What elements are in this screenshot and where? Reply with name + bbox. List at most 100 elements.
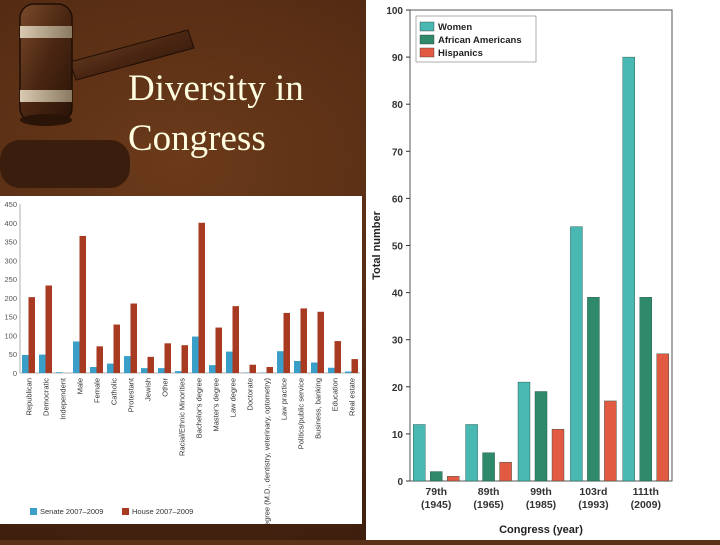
legend-label: Senate 2007–2009	[40, 507, 103, 516]
bar-senate	[158, 368, 165, 373]
x-tick-label: Independent	[59, 377, 68, 420]
x-tick-label: (1965)	[473, 499, 503, 511]
legend-swatch	[122, 508, 129, 515]
bar-senate	[22, 355, 29, 373]
bar-senate	[209, 365, 216, 373]
bar-senate	[124, 356, 131, 373]
x-tick-label: Law degree	[229, 378, 238, 417]
bar-senate	[56, 372, 63, 373]
bar-house	[301, 308, 308, 373]
bar-african-americans	[587, 297, 599, 481]
bar-house	[80, 236, 87, 373]
bar-house	[250, 365, 257, 373]
x-tick-label: 103rd	[579, 486, 607, 498]
x-tick-label: (1945)	[421, 499, 451, 511]
bar-women	[623, 57, 635, 481]
bar-hispanics	[500, 462, 512, 481]
bar-senate	[311, 362, 318, 373]
legend-label: Women	[438, 22, 472, 33]
x-tick-label: Business, banking	[314, 378, 323, 439]
bar-hispanics	[604, 401, 616, 481]
bar-house	[284, 313, 291, 373]
x-tick-label: Doctorate	[246, 378, 255, 411]
bar-house	[46, 285, 53, 373]
x-tick-label: 79th	[425, 486, 447, 498]
x-tick-label: Master's degree	[212, 378, 221, 432]
y-tick-label: 10	[392, 430, 404, 441]
x-axis-title: Congress (year)	[499, 524, 583, 536]
x-tick-label: Bachelor's degree	[195, 378, 204, 438]
x-tick-label: Democratic	[42, 378, 51, 416]
bar-women	[413, 424, 425, 481]
x-tick-label: Republican	[25, 378, 34, 416]
y-tick-label: 350	[4, 238, 17, 247]
x-tick-label: Catholic	[110, 378, 119, 405]
bar-senate	[328, 368, 335, 373]
bar-senate	[107, 364, 114, 373]
y-tick-label: 80	[392, 100, 404, 111]
slide-title: Diversity in Congress	[128, 64, 368, 164]
bar-house	[148, 357, 155, 373]
y-axis-title: Total number	[371, 210, 383, 280]
bar-senate	[277, 351, 284, 373]
bar-house	[29, 297, 36, 373]
x-tick-label: Real estate	[348, 378, 357, 416]
x-tick-label: Racial/Ethnic Minorities	[178, 378, 187, 456]
y-tick-label: 50	[392, 242, 404, 253]
y-tick-label: 150	[4, 313, 17, 322]
x-tick-label: Female	[93, 378, 102, 403]
bar-house	[131, 304, 138, 373]
y-tick-label: 0	[13, 369, 17, 378]
bar-house	[335, 341, 342, 373]
bar-house	[182, 345, 189, 373]
y-tick-label: 40	[392, 289, 404, 300]
bar-hispanics	[657, 354, 669, 481]
y-tick-label: 50	[9, 350, 17, 359]
y-tick-label: 250	[4, 275, 17, 284]
legend-swatch	[30, 508, 37, 515]
bar-senate	[192, 337, 199, 373]
y-tick-label: 30	[392, 336, 404, 347]
y-tick-label: 60	[392, 194, 404, 205]
x-tick-label: (2009)	[631, 499, 661, 511]
bar-african-americans	[640, 297, 652, 481]
bar-senate	[294, 361, 301, 373]
x-tick-label: (1985)	[526, 499, 556, 511]
legend-label: African Americans	[438, 35, 522, 46]
bar-house	[233, 306, 240, 373]
x-tick-label: (1993)	[578, 499, 608, 511]
legend-swatch	[420, 35, 434, 44]
bar-senate	[345, 371, 352, 373]
bar-women	[518, 382, 530, 481]
x-tick-label: Medical degree (M.D., dentistry, veterin…	[263, 377, 272, 524]
x-tick-label: Law practice	[280, 378, 289, 420]
bar-hispanics	[447, 476, 459, 481]
bar-senate	[90, 367, 97, 373]
bar-african-americans	[535, 392, 547, 481]
bar-african-americans	[430, 472, 442, 481]
bar-house	[97, 346, 104, 373]
x-tick-label: Politics/public service	[297, 378, 306, 449]
y-tick-label: 200	[4, 294, 17, 303]
bar-house	[352, 359, 359, 373]
bar-house	[199, 223, 206, 373]
x-tick-label: 111th	[633, 486, 659, 498]
bar-senate	[175, 371, 182, 373]
bar-senate	[39, 355, 46, 373]
y-tick-label: 90	[392, 53, 404, 64]
x-tick-label: 89th	[478, 486, 500, 498]
x-tick-label: Education	[331, 378, 340, 411]
x-tick-label: Protestant	[127, 377, 136, 412]
bar-house	[114, 325, 121, 373]
legend-label: House 2007–2009	[132, 507, 193, 516]
x-tick-label: 99th	[530, 486, 552, 498]
legend-label: Hispanics	[438, 48, 483, 59]
bar-senate	[226, 352, 233, 373]
y-tick-label: 400	[4, 219, 17, 228]
bar-hispanics	[552, 429, 564, 481]
bar-women	[466, 424, 478, 481]
